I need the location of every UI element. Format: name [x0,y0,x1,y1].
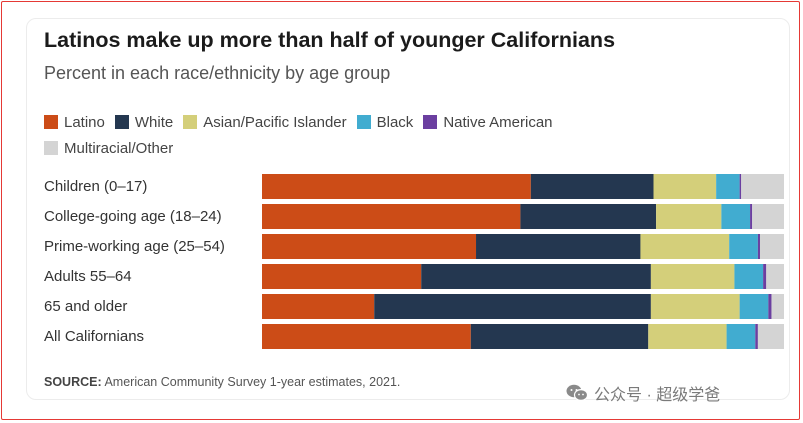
bar-segment [650,264,735,289]
bar-segment [262,204,521,229]
legend-swatch [114,115,129,129]
legend-item: Latino [44,112,105,132]
bar-segment [768,294,772,319]
legend-label: White [134,113,174,131]
legend-item: Black [356,112,414,132]
category-label: 65 and older [44,297,128,315]
category-label: All Californians [44,327,145,345]
category-label: Adults 55–64 [44,267,132,285]
legend-swatch [183,115,198,129]
bar-segment [650,294,740,319]
legend-swatch [44,115,58,129]
chart-title: Latinos make up more than half of younge… [44,28,616,52]
legend-label: Multiracial/Other [64,139,174,157]
bar-segment [734,264,764,289]
bar-segment [640,234,730,259]
bar-segment [262,294,375,319]
wechat-icon [566,384,589,402]
bar-segment [476,234,641,259]
bar-segment [741,174,784,199]
source-note: SOURCE: American Community Survey 1-year… [44,375,400,389]
bar-segment [750,204,753,229]
legend-item: Asian/Pacific Islander [183,112,347,132]
bar-segment [757,324,784,349]
legend-swatch [44,141,58,155]
bar-segment [470,324,649,349]
bar-segment [763,264,767,289]
legend-label: Latino [64,113,105,131]
bar-segment [726,324,756,349]
bar-segment [530,174,654,199]
bar-segment [653,174,717,199]
legend-item: Multiracial/Other [44,138,173,158]
bar-segment [421,264,651,289]
bar-segment [648,324,727,349]
category-label: Prime-working age (25–54) [44,237,225,255]
bar-segment [729,234,758,259]
legend-item: White [114,112,174,132]
legend-item: Native American [423,112,553,132]
bar-segment [656,204,722,229]
watermark: 公众号 · 超级学爸 [566,381,720,405]
legend-label: Asian/Pacific Islander [203,113,347,131]
category-label: College-going age (18–24) [44,207,222,225]
bar-segment [739,174,742,199]
bar-segment [766,264,784,289]
category-label: Children (0–17) [44,177,148,195]
bar-segment [771,294,784,319]
source-label: SOURCE: [44,375,102,389]
bar-segment [757,234,760,259]
bar-segment [262,264,422,289]
bar-segment [739,294,769,319]
bar-segment [716,174,740,199]
bar-segment [262,324,471,349]
bar-segment [374,294,651,319]
chart-subtitle: Percent in each race/ethnicity by age gr… [44,63,391,83]
bar-segment [262,234,477,259]
legend-label: Black [376,113,414,131]
source-text: American Community Survey 1-year estimat… [104,375,401,389]
legend-swatch [423,115,438,129]
bar-segment [759,234,784,259]
watermark-text: 公众号 · 超级学爸 [594,387,721,404]
bar-segment [721,204,751,229]
bar-segment [755,324,758,349]
legend-swatch [356,115,371,129]
bar-segment [752,204,784,229]
legend: Latino White Asian/Pacific Islander Black Na… [44,112,684,158]
bar-segment [262,174,531,199]
bar-segment [520,204,657,229]
legend-label: Native American [443,113,553,131]
